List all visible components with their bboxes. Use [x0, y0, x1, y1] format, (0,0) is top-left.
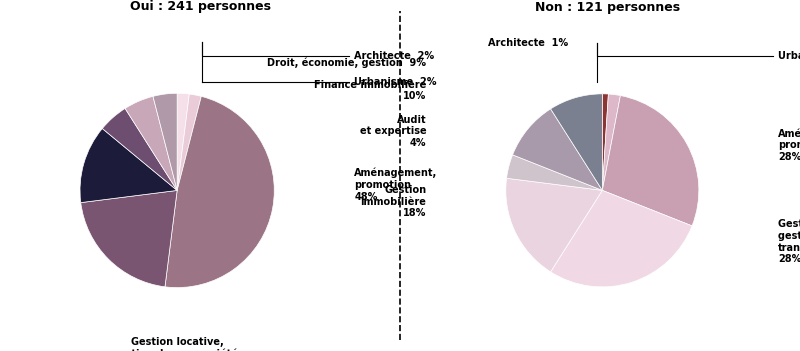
- Wedge shape: [602, 94, 621, 190]
- Text: Urbanisme  2%: Urbanisme 2%: [778, 51, 800, 61]
- Text: Architecte  1%: Architecte 1%: [488, 38, 568, 48]
- Wedge shape: [550, 190, 692, 287]
- Text: Urbanisme  2%: Urbanisme 2%: [354, 77, 437, 87]
- Wedge shape: [513, 109, 602, 190]
- Text: Gestion locative,
gestion de copropriété,
transaction
28%: Gestion locative, gestion de copropriété…: [778, 219, 800, 264]
- Text: Gestion
immobilière
18%: Gestion immobilière 18%: [361, 185, 426, 218]
- Wedge shape: [102, 108, 177, 191]
- Wedge shape: [602, 94, 608, 190]
- Wedge shape: [506, 178, 602, 272]
- Text: Architecte  2%: Architecte 2%: [354, 51, 434, 61]
- Title: Non : 121 personnes: Non : 121 personnes: [535, 1, 681, 14]
- Wedge shape: [550, 94, 602, 190]
- Text: Aménagement,
promotion
48%: Aménagement, promotion 48%: [354, 168, 438, 201]
- Wedge shape: [165, 96, 274, 287]
- Wedge shape: [602, 95, 699, 226]
- Text: Finance immobilière
10%: Finance immobilière 10%: [314, 80, 426, 101]
- Wedge shape: [177, 93, 190, 191]
- Text: Audit
et expertise
4%: Audit et expertise 4%: [360, 115, 426, 148]
- Title: Oui : 241 personnes: Oui : 241 personnes: [130, 0, 270, 13]
- Text: Droit, économie, gestion  9%: Droit, économie, gestion 9%: [267, 58, 426, 68]
- Wedge shape: [80, 128, 177, 203]
- Text: Aménagement,
promotion
28%: Aménagement, promotion 28%: [778, 128, 800, 162]
- Text: Gestion locative,
gestion de copropriété,
transaction
21%: Gestion locative, gestion de copropriété…: [112, 337, 242, 351]
- Wedge shape: [125, 96, 177, 191]
- Wedge shape: [506, 155, 602, 190]
- Wedge shape: [81, 191, 177, 287]
- Wedge shape: [177, 94, 202, 191]
- Wedge shape: [153, 93, 177, 191]
